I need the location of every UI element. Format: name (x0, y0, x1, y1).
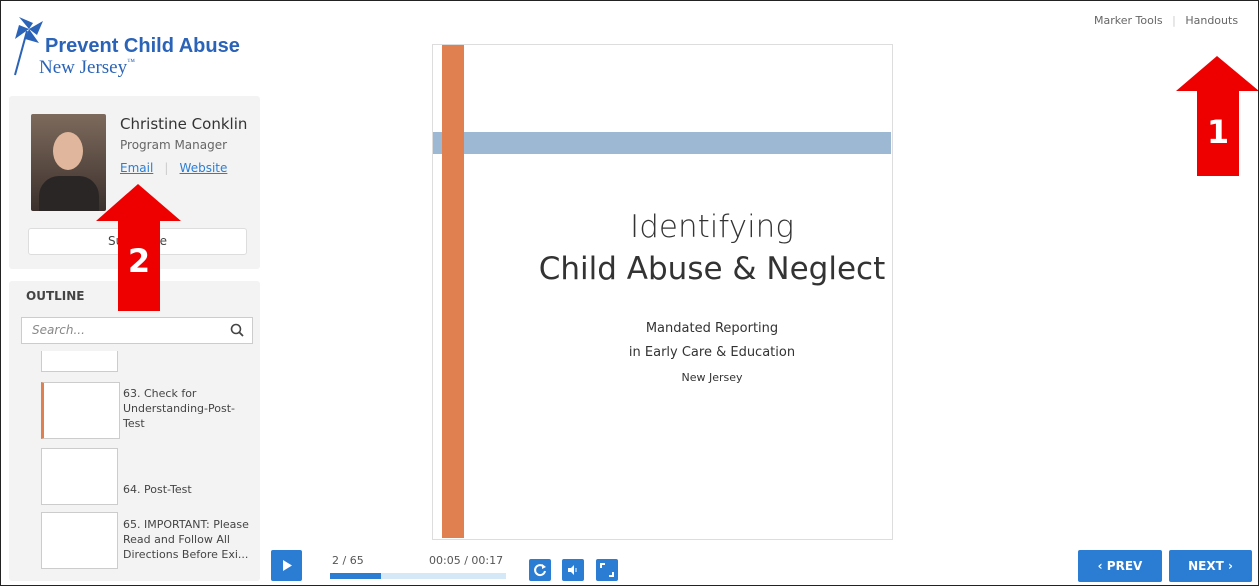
next-button[interactable]: NEXT › (1169, 550, 1252, 582)
outline-item[interactable]: 63. Check for Understanding-Post-Test (123, 386, 253, 431)
presenter-links: Email | Website (120, 157, 227, 176)
handouts-link[interactable]: Handouts (1185, 14, 1238, 27)
fullscreen-button[interactable] (596, 559, 618, 581)
search-placeholder: Search... (32, 323, 85, 337)
annotation-label: 2 (118, 242, 160, 280)
prev-button[interactable]: ‹ PREV (1078, 550, 1162, 582)
slide-subtitle: Mandated Reporting (432, 321, 992, 336)
outline-thumb[interactable] (41, 382, 120, 439)
presenter-name: Christine Conklin (120, 115, 247, 133)
marker-tools-link[interactable]: Marker Tools (1094, 14, 1163, 27)
slide-title: Identifying (432, 209, 992, 245)
replay-button[interactable] (529, 559, 551, 581)
email-link[interactable]: Email (120, 161, 153, 175)
prev-label: PREV (1107, 559, 1143, 573)
search-icon (230, 323, 244, 337)
search-box[interactable]: Search... (21, 317, 253, 344)
outline-thumb[interactable] (41, 351, 118, 372)
slide-subtitle: New Jersey (432, 371, 992, 384)
slide-band (433, 132, 891, 154)
slide-title: Child Abuse & Neglect (432, 251, 992, 287)
slide-subtitle: in Early Care & Education (432, 345, 992, 360)
presenter-role: Program Manager (120, 138, 227, 152)
play-button[interactable] (271, 550, 302, 581)
slide-counter: 2 / 65 (332, 554, 364, 567)
slide (432, 44, 893, 540)
player: Prevent Child Abuse New Jersey™ Christin… (0, 0, 1259, 586)
next-label: NEXT (1188, 559, 1224, 573)
time-display: 00:05 / 00:17 (429, 554, 503, 567)
logo-subtitle-text: New Jersey (39, 57, 127, 78)
outline-heading: OUTLINE (26, 289, 84, 303)
top-links: Marker Tools | Handouts (1094, 14, 1238, 27)
slide-bar (442, 45, 464, 538)
outline-item[interactable]: 64. Post-Test (123, 482, 253, 497)
logo-subtitle: New Jersey™ (39, 57, 135, 79)
website-link[interactable]: Website (180, 161, 228, 175)
outline-item[interactable]: 65. IMPORTANT: Please Read and Follow Al… (123, 517, 253, 562)
volume-button[interactable] (562, 559, 584, 581)
logo-title: Prevent Child Abuse (45, 35, 240, 58)
progress-bar[interactable] (330, 573, 506, 579)
annotation-label: 1 (1199, 113, 1237, 151)
outline-thumb[interactable] (41, 448, 118, 505)
outline-thumb[interactable] (41, 512, 118, 569)
